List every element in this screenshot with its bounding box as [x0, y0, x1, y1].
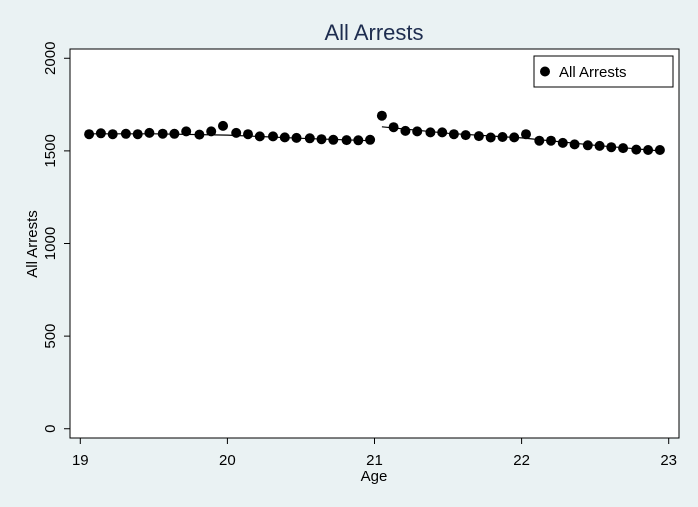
data-point [84, 129, 95, 140]
data-point [606, 142, 617, 153]
data-point [243, 129, 253, 140]
data-point [231, 127, 242, 138]
data-point [654, 145, 665, 155]
data-point [181, 126, 192, 137]
data-point [254, 131, 265, 142]
data-point [473, 131, 484, 142]
data-point [376, 110, 387, 121]
x-tick-label: 20 [219, 452, 236, 469]
data-point [316, 134, 327, 145]
data-point [365, 134, 376, 145]
y-tick-label: 500 [42, 324, 59, 349]
data-point [341, 135, 352, 146]
data-point [618, 143, 629, 154]
legend: All Arrests [533, 55, 674, 88]
data-point [132, 129, 143, 140]
x-tick-label: 21 [366, 452, 383, 469]
data-point [169, 128, 180, 139]
data-point [120, 128, 131, 139]
data-point [557, 137, 568, 148]
data-point [157, 128, 168, 139]
data-point [521, 129, 531, 140]
data-point [643, 145, 654, 155]
data-point [569, 139, 580, 150]
data-point [425, 127, 436, 138]
data-point [268, 131, 278, 142]
legend-marker [540, 66, 550, 77]
x-tick-label: 22 [513, 452, 530, 469]
data-point [437, 127, 448, 138]
data-point [546, 135, 556, 146]
data-point [206, 126, 217, 137]
data-point [582, 140, 593, 151]
x-tick-label: 19 [72, 452, 89, 469]
data-point [304, 133, 315, 144]
data-point [194, 129, 205, 140]
data-point [144, 127, 155, 138]
chart-title: All Arrests [324, 20, 423, 45]
data-point [485, 132, 496, 143]
x-tick-label: 23 [660, 452, 677, 469]
data-point [400, 125, 411, 136]
y-axis-title: All Arrests [24, 210, 41, 278]
data-point [388, 122, 399, 133]
data-point [328, 134, 339, 145]
legend-box [533, 55, 674, 88]
plot-area [69, 48, 680, 439]
y-tick-label: 0 [42, 425, 59, 433]
data-point [218, 120, 228, 131]
data-point [448, 129, 459, 140]
y-tick-label: 2000 [42, 42, 59, 75]
data-point [107, 129, 118, 140]
data-points [84, 110, 665, 155]
data-point [353, 135, 364, 146]
axes: 19 20 21 22 23 0 500 1000 1500 2000 [42, 42, 677, 469]
data-point [509, 132, 520, 143]
data-point [460, 130, 471, 141]
data-point [412, 126, 423, 137]
data-point [594, 140, 605, 151]
data-point [534, 135, 545, 146]
data-point [291, 132, 302, 143]
data-point [95, 128, 106, 139]
y-tick-label: 1000 [42, 227, 59, 260]
y-tick-label: 1500 [42, 134, 59, 167]
data-point [279, 132, 290, 143]
x-axis-title: Age [361, 468, 388, 485]
data-point [497, 132, 508, 142]
data-point [631, 144, 642, 155]
legend-label: All Arrests [559, 64, 627, 81]
